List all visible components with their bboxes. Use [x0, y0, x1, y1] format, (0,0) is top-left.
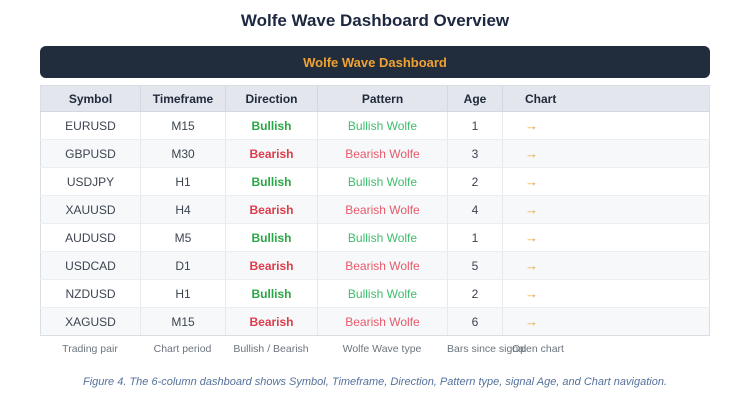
direction-cell: Bearish [225, 307, 318, 336]
column-header-pattern: Pattern [317, 85, 448, 112]
symbol-cell: AUDUSD [40, 223, 141, 252]
chart-cell: → [502, 251, 710, 280]
table-row: USDJPY H1 Bullish Bullish Wolfe 2 → [40, 167, 710, 196]
column-header-direction: Direction [225, 85, 318, 112]
direction-cell: Bullish [225, 223, 318, 252]
timeframe-cell: H1 [140, 167, 226, 196]
direction-cell: Bullish [225, 111, 318, 140]
symbol-cell: USDJPY [40, 167, 141, 196]
direction-cell: Bearish [225, 251, 318, 280]
legend-bars-since-signal: Bars since signal [447, 343, 527, 355]
column-header-timeframe: Timeframe [140, 85, 226, 112]
figure-caption: Figure 4. The 6-column dashboard shows S… [82, 376, 667, 388]
symbol-cell: XAGUSD [40, 307, 141, 336]
legend-chart-period: Chart period [153, 343, 212, 355]
timeframe-cell: M15 [140, 307, 226, 336]
direction-cell: Bullish [225, 279, 318, 308]
table-row: USDCAD D1 Bearish Bearish Wolfe 5 → [40, 251, 710, 280]
symbol-cell: USDCAD [40, 251, 141, 280]
open-chart-arrow-icon[interactable]: → [525, 202, 538, 217]
chart-cell: → [502, 111, 710, 140]
table-row: AUDUSD M5 Bullish Bullish Wolfe 1 → [40, 223, 710, 252]
symbol-cell: NZDUSD [40, 279, 141, 308]
table-row: NZDUSD H1 Bullish Bullish Wolfe 2 → [40, 279, 710, 308]
pattern-cell: Bullish Wolfe [317, 223, 448, 252]
dashboard-header-title: Wolfe Wave Dashboard [303, 54, 447, 70]
table-row: GBPUSD M30 Bearish Bearish Wolfe 3 → [40, 139, 710, 168]
age-cell: 6 [447, 307, 503, 336]
column-legend: Trading pair Chart period Bullish / Bear… [40, 343, 710, 355]
pattern-cell: Bullish Wolfe [317, 167, 448, 196]
symbol-cell: EURUSD [40, 111, 141, 140]
dashboard-header-bar: Wolfe Wave Dashboard [40, 46, 710, 78]
dashboard-table: Symbol Timeframe Direction Pattern Age C… [40, 85, 710, 336]
age-cell: 1 [447, 111, 503, 140]
direction-cell: Bearish [225, 139, 318, 168]
open-chart-arrow-icon[interactable]: → [525, 146, 538, 161]
column-header-age: Age [447, 85, 503, 112]
direction-cell: Bullish [225, 167, 318, 196]
open-chart-arrow-icon[interactable]: → [525, 286, 538, 301]
table-row: EURUSD M15 Bullish Bullish Wolfe 1 → [40, 111, 710, 140]
timeframe-cell: M5 [140, 223, 226, 252]
legend-bullish-bearish: Bullish / Bearish [233, 343, 309, 355]
timeframe-cell: D1 [140, 251, 226, 280]
timeframe-cell: M15 [140, 111, 226, 140]
page-title: Wolfe Wave Dashboard Overview [240, 11, 510, 30]
chart-cell: → [502, 167, 710, 196]
timeframe-cell: H1 [140, 279, 226, 308]
direction-cell: Bearish [225, 195, 318, 224]
pattern-cell: Bearish Wolfe [317, 251, 448, 280]
timeframe-cell: H4 [140, 195, 226, 224]
pattern-cell: Bullish Wolfe [317, 111, 448, 140]
symbol-cell: XAUUSD [40, 195, 141, 224]
open-chart-arrow-icon[interactable]: → [525, 230, 538, 245]
pattern-cell: Bearish Wolfe [317, 195, 448, 224]
chart-cell: → [502, 139, 710, 168]
chart-cell: → [502, 307, 710, 336]
pattern-cell: Bullish Wolfe [317, 279, 448, 308]
table-row: XAGUSD M15 Bearish Bearish Wolfe 6 → [40, 307, 710, 336]
table-row: XAUUSD H4 Bearish Bearish Wolfe 4 → [40, 195, 710, 224]
open-chart-arrow-icon[interactable]: → [525, 314, 538, 329]
column-header-chart: Chart [502, 85, 710, 112]
chart-cell: → [502, 195, 710, 224]
dashboard-panel: Wolfe Wave Dashboard Symbol Timeframe Di… [40, 46, 710, 336]
open-chart-arrow-icon[interactable]: → [525, 174, 538, 189]
pattern-cell: Bearish Wolfe [317, 307, 448, 336]
age-cell: 4 [447, 195, 503, 224]
column-header-symbol: Symbol [40, 85, 141, 112]
timeframe-cell: M30 [140, 139, 226, 168]
pattern-cell: Bearish Wolfe [317, 139, 448, 168]
chart-cell: → [502, 223, 710, 252]
legend-open-chart: Open chart [512, 343, 564, 355]
open-chart-arrow-icon[interactable]: → [525, 258, 538, 273]
age-cell: 2 [447, 167, 503, 196]
chart-cell: → [502, 279, 710, 308]
age-cell: 3 [447, 139, 503, 168]
age-cell: 5 [447, 251, 503, 280]
legend-trading-pair: Trading pair [62, 343, 118, 355]
open-chart-arrow-icon[interactable]: → [525, 118, 538, 133]
age-cell: 2 [447, 279, 503, 308]
legend-wolfe-wave-type: Wolfe Wave type [342, 343, 422, 355]
table-header-row: Symbol Timeframe Direction Pattern Age C… [40, 85, 710, 112]
symbol-cell: GBPUSD [40, 139, 141, 168]
age-cell: 1 [447, 223, 503, 252]
